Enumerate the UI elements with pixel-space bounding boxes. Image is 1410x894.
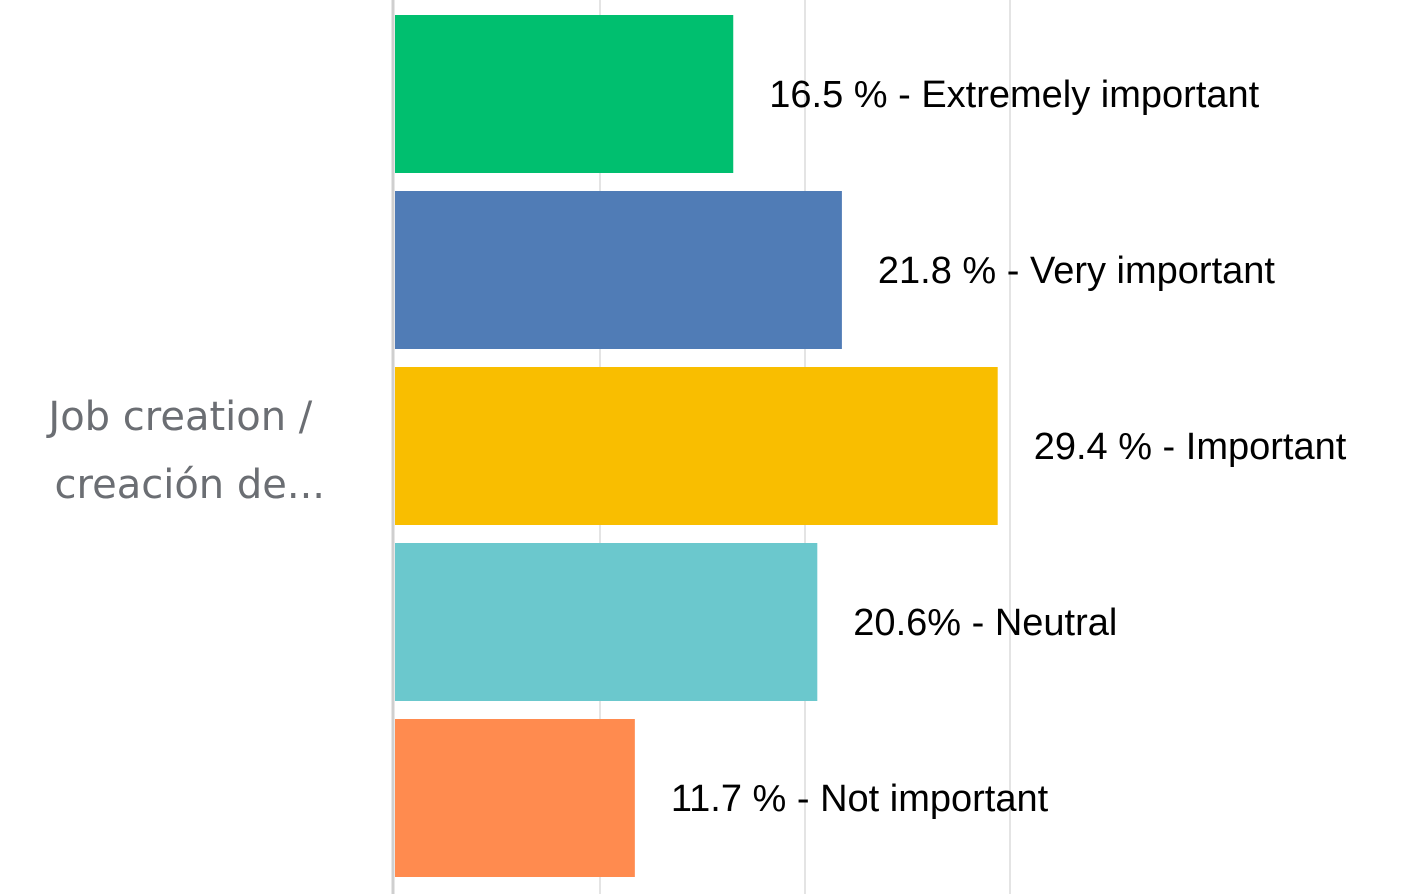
data-label: 29.4 % - Important — [1034, 426, 1347, 468]
bar — [395, 719, 635, 877]
data-label: 21.8 % - Very important — [878, 250, 1276, 292]
data-labels: 16.5 % - Extremely important 21.8 % - Ver… — [671, 74, 1347, 820]
category-label-line-1: Job creation / — [45, 394, 312, 440]
category-label: Job creation / creación de... — [45, 394, 325, 508]
category-label-line-2: creación de... — [55, 462, 325, 508]
bar — [395, 543, 818, 701]
bar — [395, 367, 998, 525]
bar — [395, 15, 734, 173]
data-label: 11.7 % - Not important — [671, 778, 1049, 820]
data-label: 20.6% - Neutral — [853, 602, 1117, 644]
data-label: 16.5 % - Extremely important — [769, 74, 1259, 116]
bars — [395, 15, 998, 877]
bar — [395, 191, 842, 349]
